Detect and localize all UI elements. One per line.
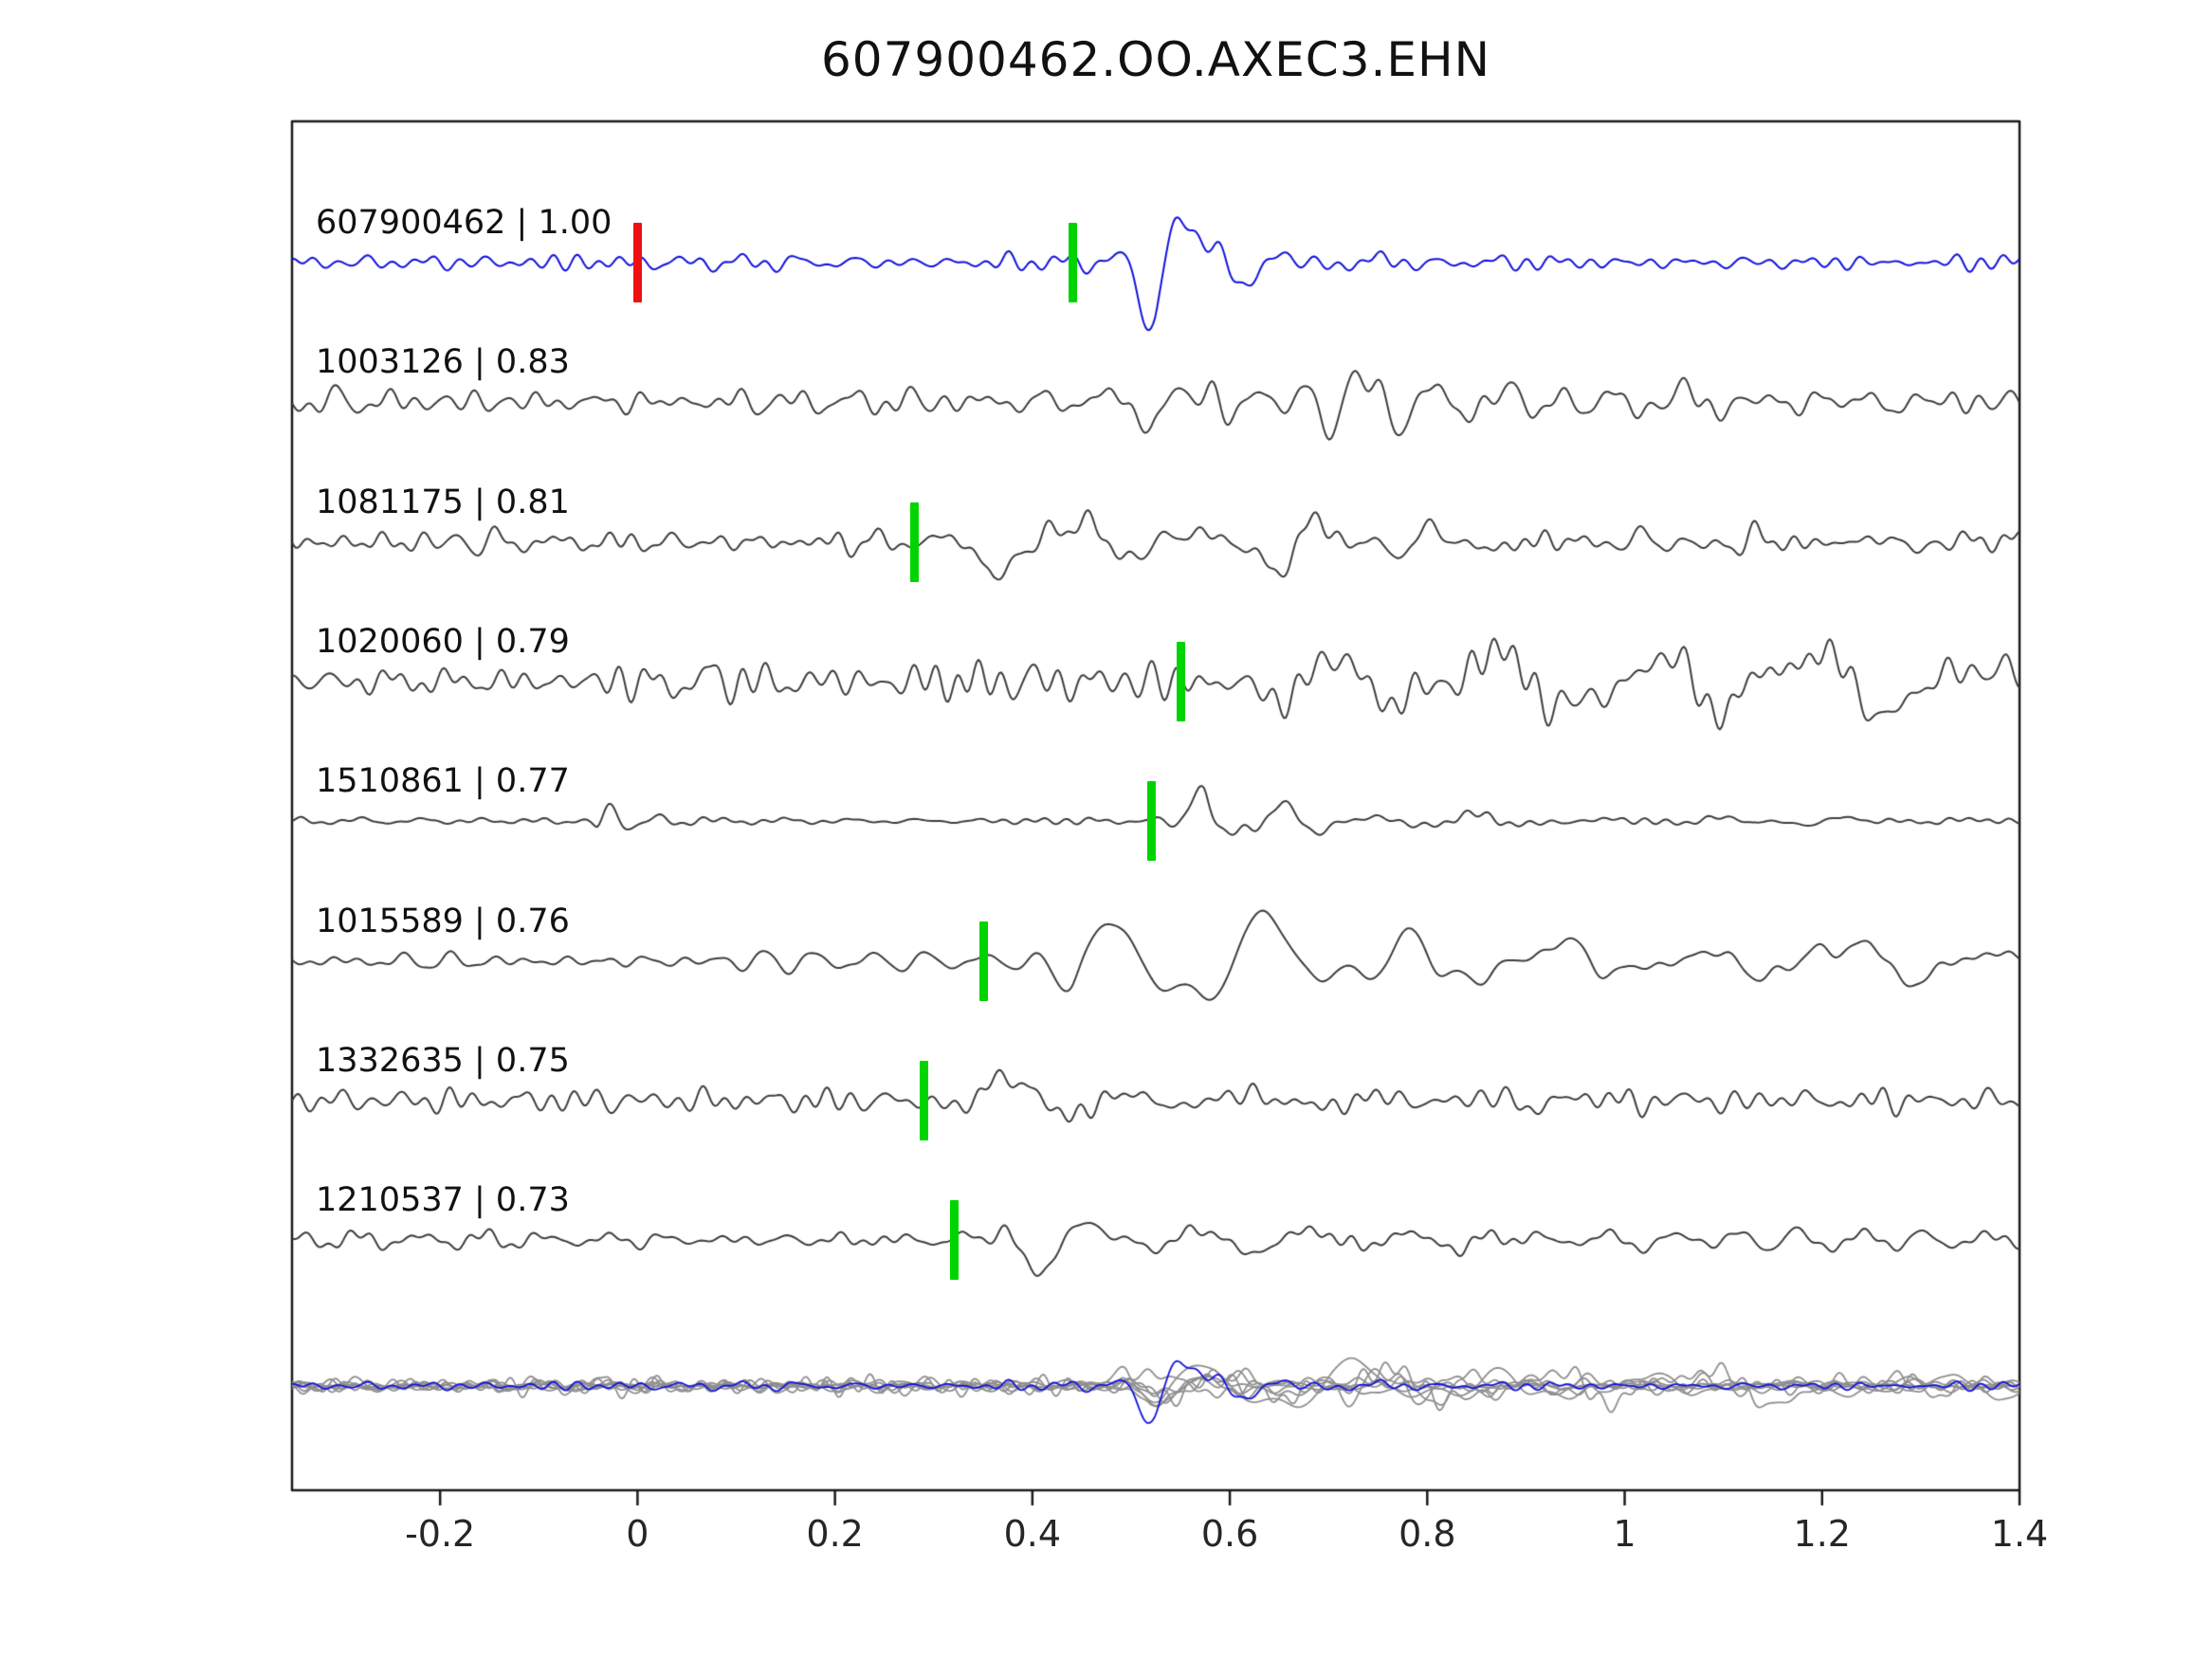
trace-label: 1015589 | 0.76	[316, 902, 570, 940]
trace-label: 1510861 | 0.77	[316, 762, 570, 800]
trace-label: 1210537 | 0.73	[316, 1181, 570, 1219]
pick-marker	[920, 1061, 929, 1140]
pick-marker	[949, 1200, 959, 1280]
trace-label: 1003126 | 0.83	[316, 343, 570, 381]
trace-label: 1020060 | 0.79	[316, 623, 570, 661]
x-tick-label: 0	[626, 1513, 649, 1555]
pick-marker	[1146, 781, 1156, 861]
template-origin-marker	[633, 223, 643, 302]
trace-label: 607900462 | 1.00	[316, 204, 612, 242]
pick-marker	[978, 921, 988, 1001]
pick-marker	[909, 502, 919, 582]
x-tick-label: 0.4	[1003, 1513, 1062, 1555]
pick-marker	[1068, 223, 1077, 302]
x-tick-label: 1	[1613, 1513, 1636, 1555]
x-tick-label: 0.6	[1200, 1513, 1259, 1555]
x-tick-label: 1.4	[1990, 1513, 2049, 1555]
pick-marker	[1177, 642, 1186, 721]
x-tick-label: 0.2	[806, 1513, 864, 1555]
trace-label: 1081175 | 0.81	[316, 483, 570, 521]
x-tick-label: 1.2	[1793, 1513, 1851, 1555]
chart-title: 607900462.OO.AXEC3.EHN	[820, 32, 1491, 87]
trace-label: 1332635 | 0.75	[316, 1042, 570, 1080]
x-tick-label: -0.2	[405, 1513, 476, 1555]
x-tick-label: 0.8	[1398, 1513, 1456, 1555]
